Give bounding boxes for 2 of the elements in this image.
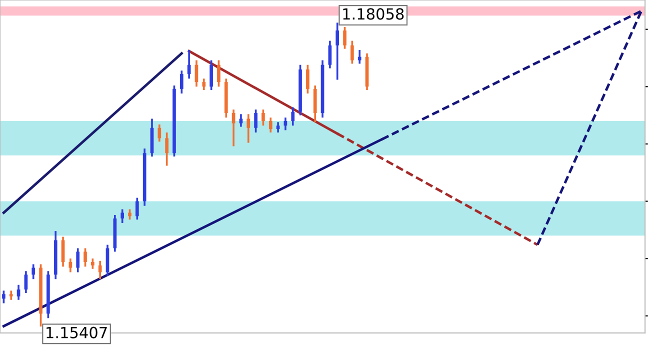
text: 1.15407 xyxy=(46,326,107,338)
text: 1.18058 xyxy=(343,8,404,20)
